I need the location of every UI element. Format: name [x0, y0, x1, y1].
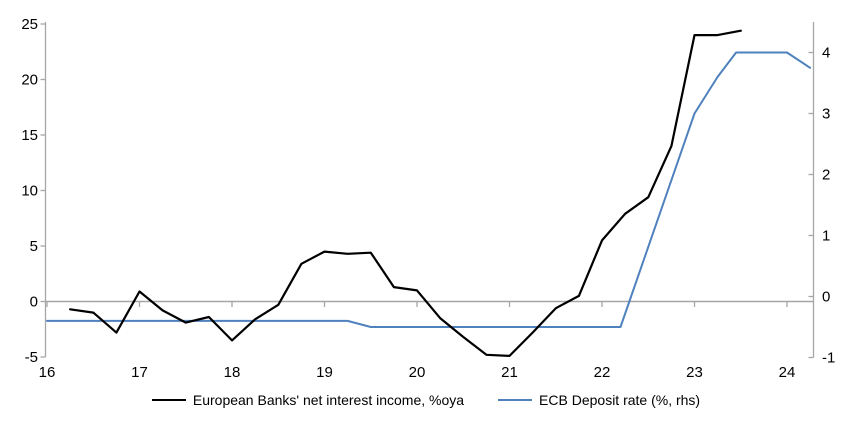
- left-axis-tick-label: 20: [21, 72, 38, 89]
- x-axis-tick-label: 22: [594, 364, 611, 381]
- x-axis-tick-label: 20: [409, 364, 426, 381]
- legend-item-ecb-deposit-rate: ECB Deposit rate (%, rhs): [498, 392, 700, 408]
- right-axis-tick-label: -1: [822, 350, 835, 367]
- left-axis-tick-label: 15: [21, 127, 38, 144]
- legend-label-ecb-deposit-rate: ECB Deposit rate (%, rhs): [539, 392, 701, 408]
- right-axis-tick-label: 0: [822, 289, 830, 306]
- right-axis-tick-label: 1: [822, 228, 830, 245]
- x-axis-tick-label: 16: [39, 364, 56, 381]
- series-line-ecb-deposit-rate: [46, 51, 812, 328]
- legend: European Banks' net interest income, %oy…: [0, 392, 852, 408]
- right-axis-tick-label: 2: [822, 167, 830, 184]
- left-axis-tick-label: 10: [21, 183, 38, 200]
- x-axis-tick-label: 18: [224, 364, 241, 381]
- right-axis-tick-label: 3: [822, 106, 830, 123]
- legend-line-black-icon: [151, 399, 186, 401]
- legend-item-net-interest-income: European Banks' net interest income, %oy…: [151, 392, 465, 408]
- left-axis-tick-label: -5: [25, 349, 38, 366]
- x-axis-tick-label: 23: [686, 364, 703, 381]
- legend-label-net-interest-income: European Banks' net interest income, %oy…: [192, 392, 465, 408]
- x-axis-tick-label: 21: [501, 364, 518, 381]
- left-axis-tick-label: 5: [30, 238, 38, 255]
- x-axis-tick-label: 17: [131, 364, 148, 381]
- series-line-net-interest-income: [68, 29, 742, 357]
- left-axis-tick-label: 25: [21, 16, 38, 33]
- legend-line-blue-icon: [498, 399, 533, 401]
- x-axis-tick-label: 19: [316, 364, 333, 381]
- left-axis-tick-label: 0: [30, 294, 38, 311]
- right-axis-tick-label: 4: [822, 45, 830, 62]
- x-axis-tick-label: 24: [779, 364, 796, 381]
